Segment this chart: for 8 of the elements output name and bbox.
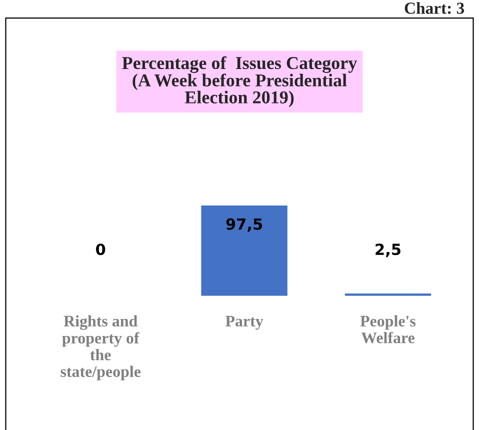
data-label: 2,5 — [376, 244, 400, 258]
x-tick-label: People's Welfare — [360, 315, 416, 344]
data-label: 97,5 — [226, 218, 262, 232]
x-tick-label: Rights and property of the state/people — [60, 315, 141, 380]
x-tick-label: Party — [225, 316, 264, 330]
data-label: 0 — [96, 244, 106, 256]
chart-title: Percentage of Issues Category (A Week before Presidential Election 2019) — [122, 56, 357, 108]
text: Chart: 3 — [404, 2, 464, 14]
